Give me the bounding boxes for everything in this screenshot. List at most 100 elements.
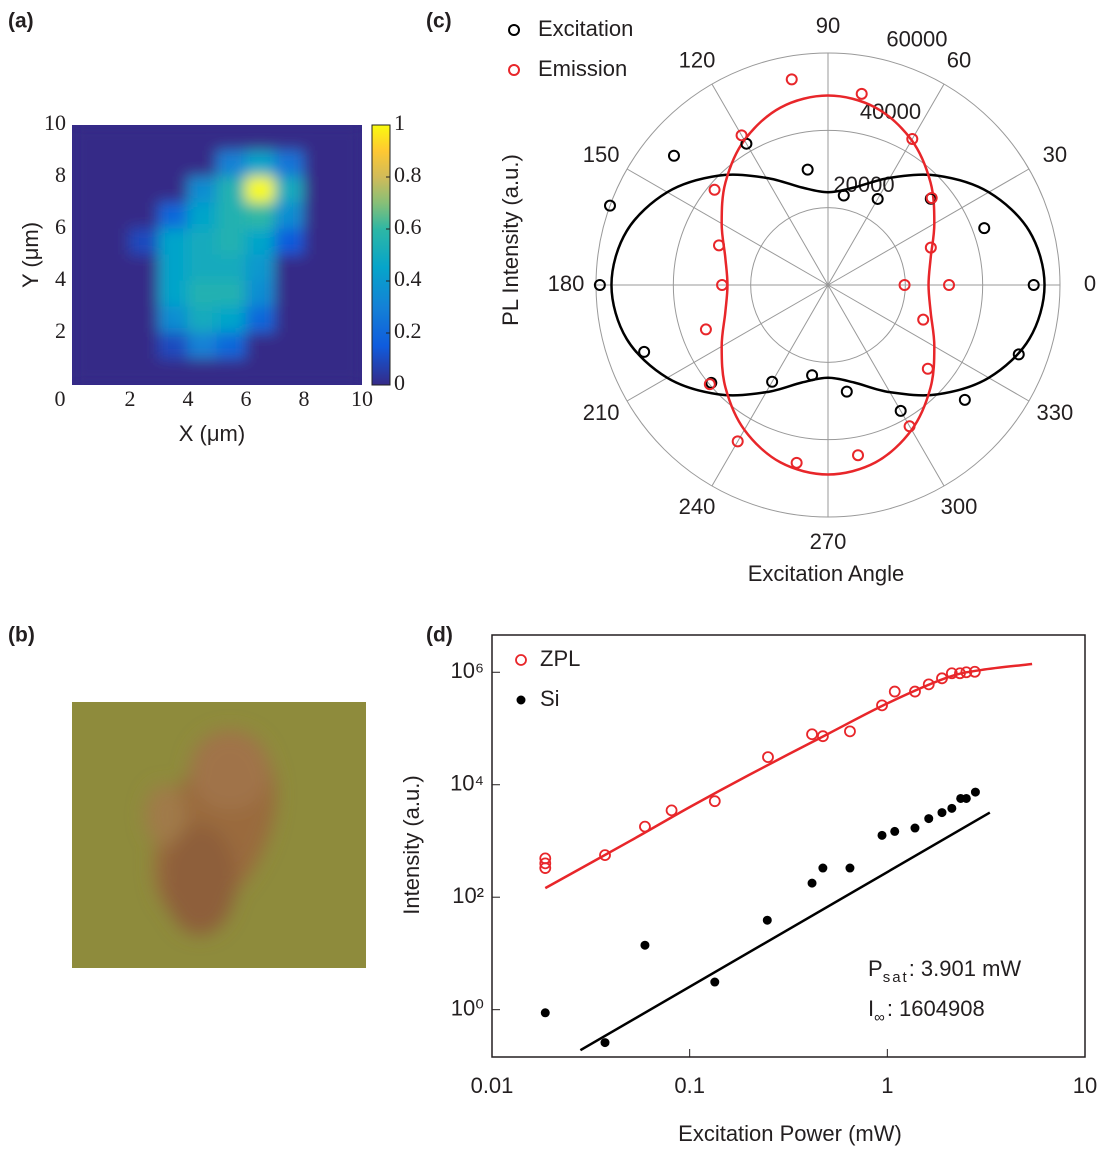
- heatmap-cell: [72, 254, 102, 282]
- heatmap-cell: [274, 176, 305, 204]
- heatmap-cell: [216, 150, 247, 178]
- heatmap-cell: [245, 254, 276, 282]
- heatmap-cell: [274, 228, 305, 256]
- heatmap-cell: [100, 280, 131, 308]
- heatmap-cell: [187, 202, 218, 230]
- data-point: [906, 132, 919, 145]
- data-point: [845, 863, 855, 873]
- x-tick-label: 10: [351, 386, 373, 411]
- x-tick-label: 6: [241, 386, 252, 411]
- heatmap-cell: [158, 358, 189, 385]
- x-axis-label: Excitation Power (mW): [678, 1121, 902, 1146]
- heatmap-cell: [274, 332, 305, 360]
- heatmap-cell: [158, 202, 189, 230]
- heatmap-cell: [72, 228, 102, 256]
- heatmap-cell: [303, 202, 334, 230]
- data-point: [708, 183, 721, 196]
- colorbar-tick-label: 0.6: [394, 214, 422, 239]
- data-point: [735, 129, 748, 142]
- data-point: [710, 977, 720, 987]
- heatmap-cell: [129, 228, 160, 256]
- data-point: [921, 362, 934, 375]
- heatmap-cell: [72, 332, 102, 360]
- angular-grid-line: [827, 83, 945, 286]
- colorbar-tick-label: 0.2: [394, 318, 422, 343]
- data-point: [703, 378, 716, 391]
- fit-curve: [610, 173, 1046, 397]
- heatmap-cell: [100, 202, 131, 230]
- legend-marker: [508, 64, 520, 76]
- heatmap-cell: [303, 125, 334, 152]
- heatmap-cell: [187, 254, 218, 282]
- heatmap-cell: [158, 176, 189, 204]
- heatmap-cell: [187, 228, 218, 256]
- data-point: [539, 857, 552, 870]
- micrograph: [72, 702, 366, 968]
- angle-tick-label: 30: [1043, 142, 1067, 167]
- x-tick-label: 1: [881, 1073, 893, 1098]
- data-point: [876, 699, 888, 712]
- heatmap-cell: [129, 150, 160, 178]
- heatmap-cells: [72, 125, 362, 385]
- data-point: [852, 449, 865, 462]
- angular-grid-line: [827, 284, 1030, 402]
- heatmap-cell: [332, 254, 362, 282]
- heatmap-cell: [129, 176, 160, 204]
- data-point: [903, 420, 916, 433]
- panel-label: (b): [8, 624, 35, 647]
- data-point: [970, 787, 980, 797]
- heatmap-cell: [72, 306, 102, 334]
- heatmap-cell: [303, 358, 334, 385]
- data-point: [716, 279, 729, 291]
- x-tick-label: 2: [125, 386, 136, 411]
- angle-tick-label: 90: [816, 13, 840, 38]
- legend-label: Si: [540, 686, 560, 711]
- radial-tick-label: 60000: [886, 26, 947, 51]
- y-tick-label: 4: [55, 266, 66, 291]
- legend-marker: [508, 24, 520, 36]
- colorbar-tick-label: 0.8: [394, 162, 422, 187]
- heatmap-cell: [332, 176, 362, 204]
- heatmap-cell: [129, 358, 160, 385]
- radial-grid-circle: [595, 52, 1061, 518]
- y-tick-label: 10⁰: [451, 995, 484, 1020]
- heatmap-cell: [216, 254, 247, 282]
- heatmap-cell: [245, 176, 276, 204]
- angle-tick-label: 150: [583, 142, 620, 167]
- heatmap-cell: [187, 176, 218, 204]
- data-point: [665, 804, 678, 817]
- radial-grid-circle: [672, 129, 984, 441]
- heatmap-blur: [72, 125, 362, 385]
- angular-grid-line: [711, 83, 829, 286]
- fit-curve: [579, 811, 991, 1052]
- angle-tick-label: 330: [1037, 400, 1074, 425]
- legend-marker: [516, 695, 526, 705]
- legend-label: Emission: [538, 56, 627, 81]
- heatmap-cell: [332, 332, 362, 360]
- heatmap-cell: [100, 125, 131, 152]
- heatmap-cell: [216, 280, 247, 308]
- data-point: [871, 192, 884, 205]
- heatmap-cell: [129, 125, 160, 152]
- heatmap-cell: [303, 332, 334, 360]
- data-point: [958, 393, 971, 406]
- heatmap-cell: [72, 202, 102, 230]
- heatmap-cell: [158, 332, 189, 360]
- fit-curve: [544, 662, 1033, 890]
- data-point: [638, 345, 651, 358]
- data-point: [762, 751, 774, 764]
- data-point: [712, 239, 725, 252]
- data-point: [947, 803, 957, 813]
- heatmap-cell: [274, 150, 305, 178]
- heatmap-cell: [303, 254, 334, 282]
- data-point: [855, 87, 868, 100]
- data-point: [667, 149, 680, 162]
- heatmap-cell: [216, 228, 247, 256]
- annotation-part: sat: [883, 969, 909, 986]
- panel-label: (d): [426, 624, 453, 647]
- x-tick-label: 0.1: [674, 1073, 705, 1098]
- heatmap-cell: [245, 150, 276, 178]
- heatmap-cell: [187, 332, 218, 360]
- heatmap-cell: [274, 280, 305, 308]
